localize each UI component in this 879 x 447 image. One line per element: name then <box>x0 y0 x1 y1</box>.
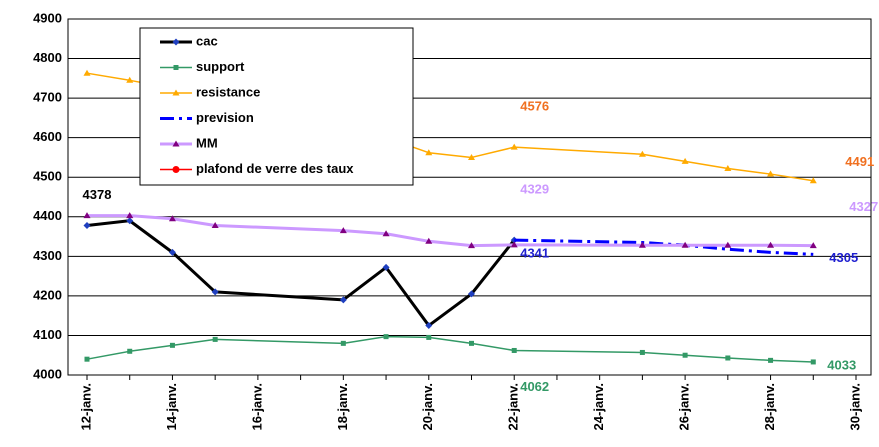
legend-marker <box>172 140 180 147</box>
point <box>468 290 475 298</box>
legend-marker <box>173 65 179 70</box>
point <box>510 241 518 248</box>
point <box>425 149 433 156</box>
data-label: 4327 <box>849 199 878 214</box>
y-tick-label: 4000 <box>33 366 62 381</box>
point <box>767 170 775 177</box>
data-label: 4305 <box>829 250 858 265</box>
point <box>83 221 91 229</box>
y-tick-label: 4200 <box>33 287 62 302</box>
legend-label: resistance <box>196 84 260 99</box>
data-label: 4033 <box>827 357 856 372</box>
point <box>724 241 732 248</box>
data-label: 4576 <box>520 99 549 114</box>
legend-marker <box>172 166 180 173</box>
point <box>724 165 732 172</box>
point <box>767 241 775 248</box>
point <box>426 334 432 340</box>
y-tick-label: 4800 <box>33 50 62 65</box>
point <box>810 359 816 365</box>
point <box>339 296 347 304</box>
point <box>681 241 689 248</box>
point <box>126 217 134 225</box>
data-label: 4378 <box>83 187 112 202</box>
point <box>511 347 517 353</box>
point <box>809 177 817 184</box>
series-line <box>514 238 814 256</box>
data-label: 4341 <box>520 246 549 261</box>
point <box>126 76 134 83</box>
y-tick-label: 4600 <box>33 129 62 144</box>
point <box>809 242 817 249</box>
y-tick-label: 4700 <box>33 90 62 105</box>
legend-marker <box>172 89 180 96</box>
point <box>425 237 433 244</box>
point <box>83 212 91 219</box>
point <box>638 241 646 248</box>
point <box>169 342 175 348</box>
y-tick-label: 4500 <box>33 169 62 184</box>
x-tick-label: 28-janv. <box>762 383 777 430</box>
legend-label: MM <box>196 135 218 150</box>
y-tick-label: 4100 <box>33 327 62 342</box>
point <box>510 143 518 150</box>
point <box>468 153 475 160</box>
x-tick-label: 22-janv. <box>506 383 521 430</box>
legend-box <box>139 27 414 186</box>
point <box>725 355 731 361</box>
point <box>168 215 176 222</box>
point <box>681 157 689 164</box>
data-label: 4329 <box>520 181 549 196</box>
y-tick-label: 4400 <box>33 208 62 223</box>
data-label: 4062 <box>520 379 549 394</box>
point <box>383 334 389 340</box>
series-line <box>87 214 814 248</box>
legend-label: support <box>196 59 245 74</box>
y-tick-label: 4900 <box>33 10 62 25</box>
legend-label: prevision <box>196 110 254 125</box>
x-tick-label: 26-janv. <box>677 383 692 430</box>
point <box>84 356 90 362</box>
point <box>127 348 133 354</box>
legend-label: cac <box>196 33 218 48</box>
point <box>168 248 176 256</box>
x-tick-label: 20-janv. <box>420 383 435 430</box>
point <box>211 221 219 228</box>
point <box>339 227 347 234</box>
point <box>468 242 475 249</box>
point <box>682 352 688 358</box>
legend-label: plafond de verre des taux <box>196 161 354 176</box>
x-tick-label: 14-janv. <box>164 383 179 430</box>
point <box>639 349 645 355</box>
point <box>211 288 219 296</box>
y-tick-label: 4300 <box>33 248 62 263</box>
point <box>425 322 433 330</box>
series-line <box>86 335 814 363</box>
point <box>212 336 218 342</box>
x-tick-label: 24-janv. <box>591 383 606 430</box>
x-tick-label: 30-janv. <box>847 383 862 430</box>
point <box>340 340 346 346</box>
x-tick-label: 12-janv. <box>78 383 93 430</box>
point <box>469 340 474 346</box>
point <box>83 69 91 76</box>
point <box>638 150 646 157</box>
legend-marker <box>172 38 180 46</box>
x-tick-label: 18-janv. <box>335 383 350 430</box>
data-label: 4491 <box>845 154 874 169</box>
point <box>382 263 390 271</box>
point <box>126 212 134 219</box>
point <box>768 357 774 363</box>
x-tick-label: 16-janv. <box>249 383 264 430</box>
point <box>382 230 390 237</box>
